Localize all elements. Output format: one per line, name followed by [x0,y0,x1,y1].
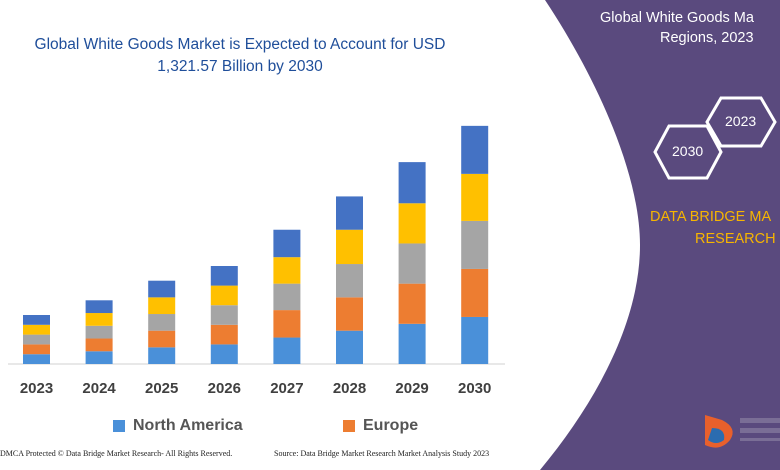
bar-segment-2028-north-america [336,330,363,364]
footer-source: Source: Data Bridge Market Research Mark… [274,449,490,458]
title-line-1: Global White Goods Market is Expected to… [34,36,446,53]
chart-title: Global White Goods Market is Expected to… [20,34,460,78]
x-tick-label-2029: 2029 [395,380,428,397]
bar-segment-2028-south-america [336,196,363,230]
bar-segment-2028-middle-east-and-africa [336,229,363,265]
bar-segment-2030-asia-pacific [461,220,489,269]
bar-segment-2024-europe [85,338,113,352]
bar-segment-2030-north-america [461,316,489,364]
title-line-2: 1,321.57 Billion by 2030 [157,58,323,75]
brand-line-1: DATA BRIDGE MA [650,209,772,225]
bar-segment-2024-south-america [85,300,113,314]
bar-segment-2027-asia-pacific [273,283,301,311]
bar-segment-2026-europe [210,324,238,345]
bar-segment-2027-north-america [273,337,301,364]
bar-segment-2026-asia-pacific [210,305,238,325]
bar-segment-2028-europe [336,297,363,331]
x-tick-label-2026: 2026 [208,380,241,397]
x-tick-label-2024: 2024 [82,380,116,397]
bar-segment-2029-south-america [398,162,426,204]
bar-segment-2023-asia-pacific [23,334,50,345]
brand-line-2: RESEARCH [695,231,776,247]
bar-segment-2029-north-america [398,323,426,364]
x-tick-label-2023: 2023 [20,380,53,397]
bar-segment-2030-middle-east-and-africa [461,173,489,221]
bar-segment-2024-north-america [85,351,113,364]
bar-segment-2025-europe [148,330,176,348]
bar-segment-2029-asia-pacific [398,243,426,284]
bar-segment-2027-europe [273,310,301,338]
bar-segment-2027-middle-east-and-africa [273,257,301,284]
bar-segment-2025-south-america [148,280,176,298]
bar-segment-2023-south-america [23,315,50,325]
bar-segment-2025-north-america [148,347,176,364]
panel-heading-line-2: Regions, 2023 [660,30,754,46]
bar-segment-2027-south-america [273,229,301,258]
bar-segment-2024-middle-east-and-africa [85,313,113,326]
bar-segment-2028-asia-pacific [336,264,363,298]
bar-segment-2023-north-america [23,354,50,364]
hex-label-2023: 2023 [725,113,757,129]
hex-label-2030: 2030 [672,143,704,159]
bar-segment-2024-asia-pacific [85,325,113,339]
bar-segment-2029-middle-east-and-africa [398,203,426,244]
panel-heading-line-1: Global White Goods Ma [600,10,754,26]
legend-europe: Europe [343,417,418,435]
x-tick-label-2028: 2028 [333,380,366,397]
footer-copyright: DMCA Protected © Data Bridge Market Rese… [0,449,233,458]
bar-segment-2023-europe [23,344,50,355]
legend-north-america: North America [113,417,243,435]
bar-segment-2026-south-america [210,266,238,286]
x-tick-label-2027: 2027 [270,380,303,397]
bar-segment-2026-middle-east-and-africa [210,285,238,306]
legend-label-europe: Europe [363,417,419,434]
x-tick-label-2030: 2030 [458,380,491,397]
north-america-swatch [113,420,125,432]
bar-segment-2023-middle-east-and-africa [23,324,50,335]
europe-swatch [343,420,355,432]
bar-segment-2030-south-america [461,125,489,174]
brand-text: DATA BRIDGE MA RESEARCH [650,206,780,250]
bar-segment-2026-north-america [210,344,238,364]
bar-segment-2030-europe [461,268,489,317]
legend-label-north-america: North America [133,417,243,434]
x-tick-label-2025: 2025 [145,380,178,397]
bar-segment-2025-middle-east-and-africa [148,297,176,315]
bar-segment-2025-asia-pacific [148,314,176,331]
bar-segment-2029-europe [398,283,426,324]
panel-heading: Global White Goods Ma Regions, 2023 [600,8,780,48]
